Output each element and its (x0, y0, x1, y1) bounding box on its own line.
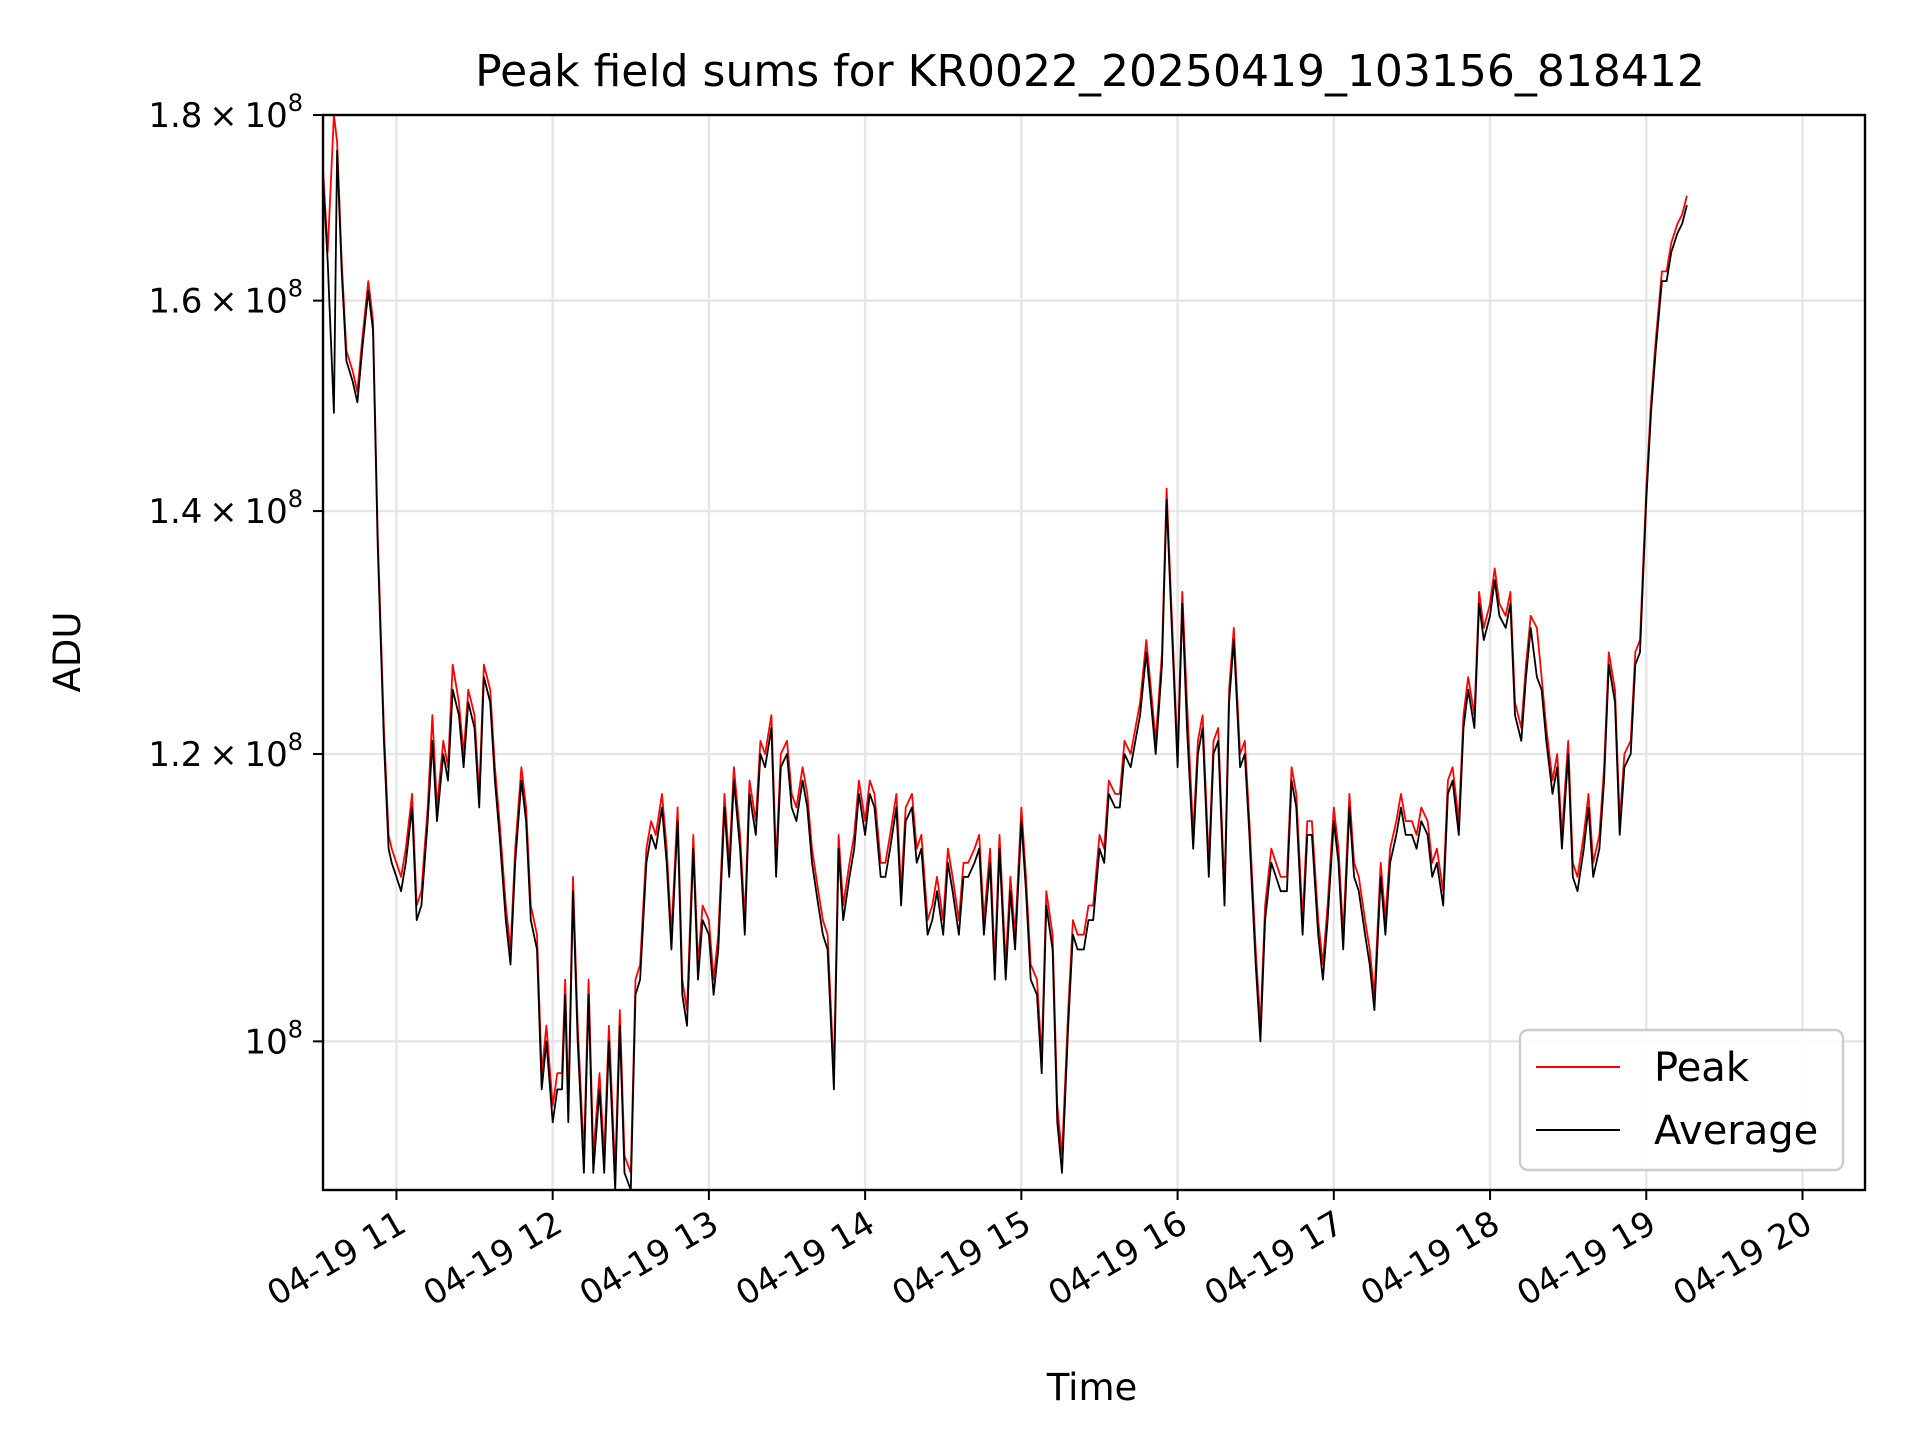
legend: Peak Average (1518, 1028, 1845, 1172)
legend-box (1518, 1028, 1845, 1172)
chart-title: Peak field sums for KR0022_20250419_1031… (475, 46, 1705, 97)
series-layer (322, 114, 1688, 1191)
y-axis-label: ADU (46, 612, 89, 693)
y-tick-label: 1.8 × 108 (148, 89, 303, 136)
series-line-average (322, 149, 1688, 1191)
legend-label-peak: Peak (1654, 1045, 1750, 1091)
plot-frame (321, 113, 1867, 1192)
legend-label-average: Average (1654, 1108, 1818, 1154)
x-axis-label: Time (1046, 1366, 1138, 1409)
y-tick-label: 1.4 × 108 (148, 485, 303, 532)
y-tick-label: 1.2 × 108 (148, 728, 303, 775)
y-tick-label: 1.6 × 108 (148, 275, 303, 322)
